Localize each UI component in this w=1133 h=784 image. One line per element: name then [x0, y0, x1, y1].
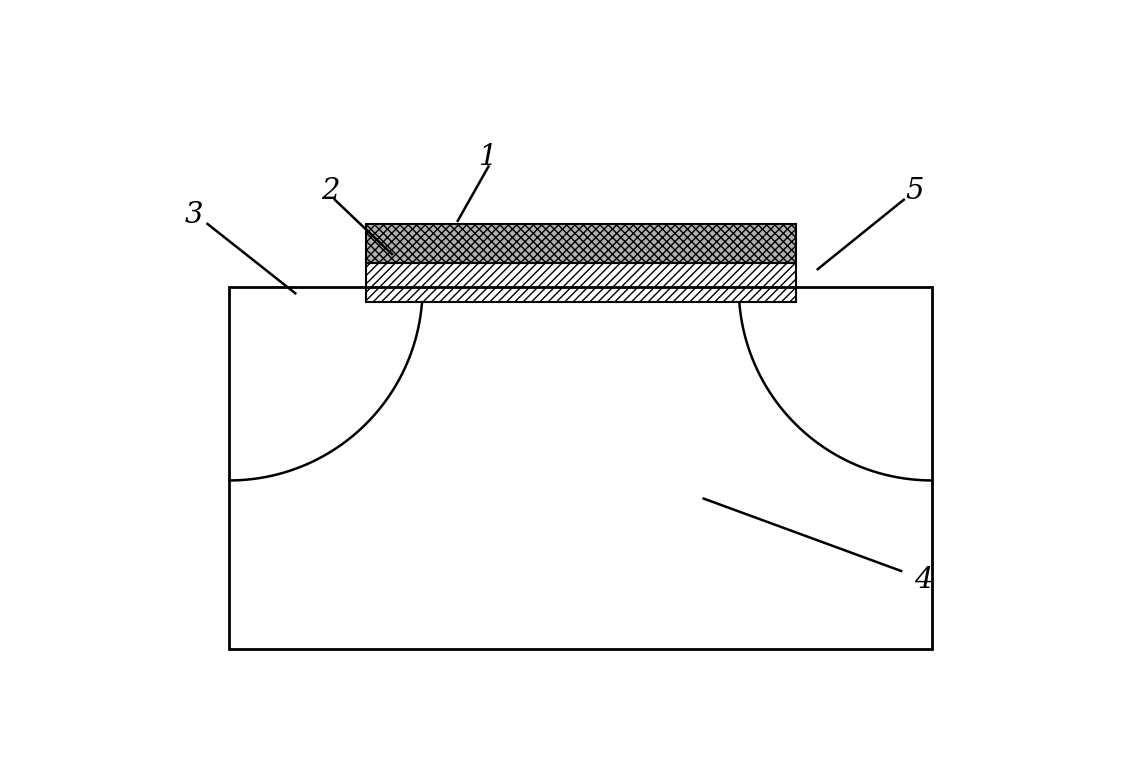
Bar	[229, 287, 932, 649]
Text: 1: 1	[479, 143, 497, 172]
Text: 3: 3	[185, 201, 204, 229]
Bar	[366, 263, 795, 303]
Text: 2: 2	[321, 176, 340, 205]
Bar	[229, 287, 932, 649]
Bar	[366, 224, 795, 263]
Text: 4: 4	[914, 566, 932, 594]
Text: 5: 5	[905, 176, 923, 205]
